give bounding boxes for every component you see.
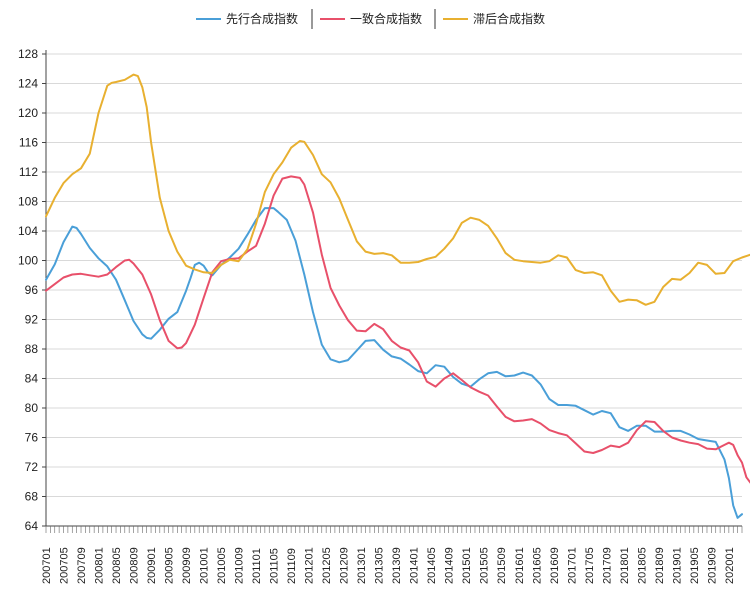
y-tick-label: 104	[18, 224, 38, 238]
y-tick-label: 88	[25, 342, 39, 356]
axes	[45, 50, 742, 527]
legend: 先行合成指数 一致合成指数 滞后合成指数	[196, 9, 545, 29]
x-tick-label: 201205	[321, 547, 333, 584]
x-tick-label: 201501	[461, 547, 473, 584]
y-tick-label: 76	[25, 431, 39, 445]
x-tick-label: 201805	[636, 547, 648, 584]
y-tick-label: 112	[19, 165, 38, 179]
y-tick-label: 120	[18, 106, 38, 120]
x-tick-label: 201801	[619, 547, 631, 584]
x-tick-label: 201201	[304, 547, 316, 584]
x-tick-label: 201409	[444, 547, 456, 584]
x-tick-label: 201105	[269, 548, 281, 584]
x-tick-label: 201505	[479, 547, 491, 584]
y-tick-label: 84	[25, 372, 39, 386]
y-tick-label: 96	[25, 283, 39, 297]
x-tick-label: 201305	[374, 547, 386, 584]
x-tick-label: 201401	[409, 547, 421, 584]
series-line-2	[45, 175, 750, 484]
x-tick-label: 201701	[566, 547, 578, 584]
legend-label-2: 一致合成指数	[350, 11, 422, 26]
y-tick-label: 72	[25, 460, 39, 474]
x-tick-label: 201101	[251, 548, 263, 584]
x-tick-label: 201301	[356, 547, 368, 584]
y-tick-label: 100	[18, 254, 38, 268]
x-tick-label: 201009	[234, 547, 246, 584]
y-tick-label: 80	[25, 401, 39, 415]
grid	[46, 53, 742, 527]
y-tick-label: 128	[18, 47, 38, 61]
x-tick-label: 201901	[671, 547, 683, 584]
x-tick-label: 200809	[129, 547, 141, 584]
y-tick-label: 64	[25, 519, 39, 533]
series-line-3	[45, 73, 750, 306]
y-axis-ticks: 64 68 72 76 80 84 88 92 96 100 104 108 112 116 120 124 1…	[18, 47, 46, 533]
x-tick-label: 200709	[76, 547, 88, 584]
x-tick-label: 201005	[216, 547, 228, 584]
y-tick-label: 92	[25, 313, 39, 327]
x-tick-label: 201309	[391, 547, 403, 584]
x-tick-label: 201605	[531, 547, 543, 584]
x-tick-label: 200701	[41, 547, 53, 584]
x-tick-label: 201705	[584, 547, 596, 584]
legend-label-1: 先行合成指数	[226, 11, 298, 26]
x-tick-label: 201001	[199, 547, 211, 584]
x-tick-label: 201509	[496, 547, 508, 584]
x-tick-label: 200901	[146, 547, 158, 584]
x-tick-label: 201709	[601, 547, 613, 584]
x-tick-label: 201609	[549, 547, 561, 584]
legend-label-3: 滞后合成指数	[473, 11, 545, 26]
x-tick-label: 200909	[181, 547, 193, 584]
x-tick-label: 201809	[654, 547, 666, 584]
x-tick-label: 200705	[59, 547, 71, 584]
x-tick-label: 201909	[706, 547, 718, 584]
x-tick-label: 201209	[339, 547, 351, 584]
x-tick-label: 201905	[689, 547, 701, 584]
x-tick-label: 200805	[111, 547, 123, 584]
series-lines	[45, 73, 750, 519]
x-tick-label: 201109	[286, 548, 298, 584]
x-tick-label: 201405	[426, 547, 438, 584]
x-tick-label: 202001	[724, 547, 736, 584]
y-tick-label: 68	[25, 490, 39, 504]
x-tick-label: 200905	[164, 547, 176, 584]
y-tick-label: 124	[18, 77, 38, 91]
y-tick-label: 108	[18, 195, 38, 209]
series-line-1	[45, 207, 743, 519]
y-tick-label: 116	[19, 136, 38, 150]
x-axis-ticks: 200701 200705 200709 200801 200805 200809 2009…	[41, 526, 743, 584]
x-tick-label: 200801	[94, 547, 106, 584]
x-tick-label: 201601	[514, 547, 526, 584]
